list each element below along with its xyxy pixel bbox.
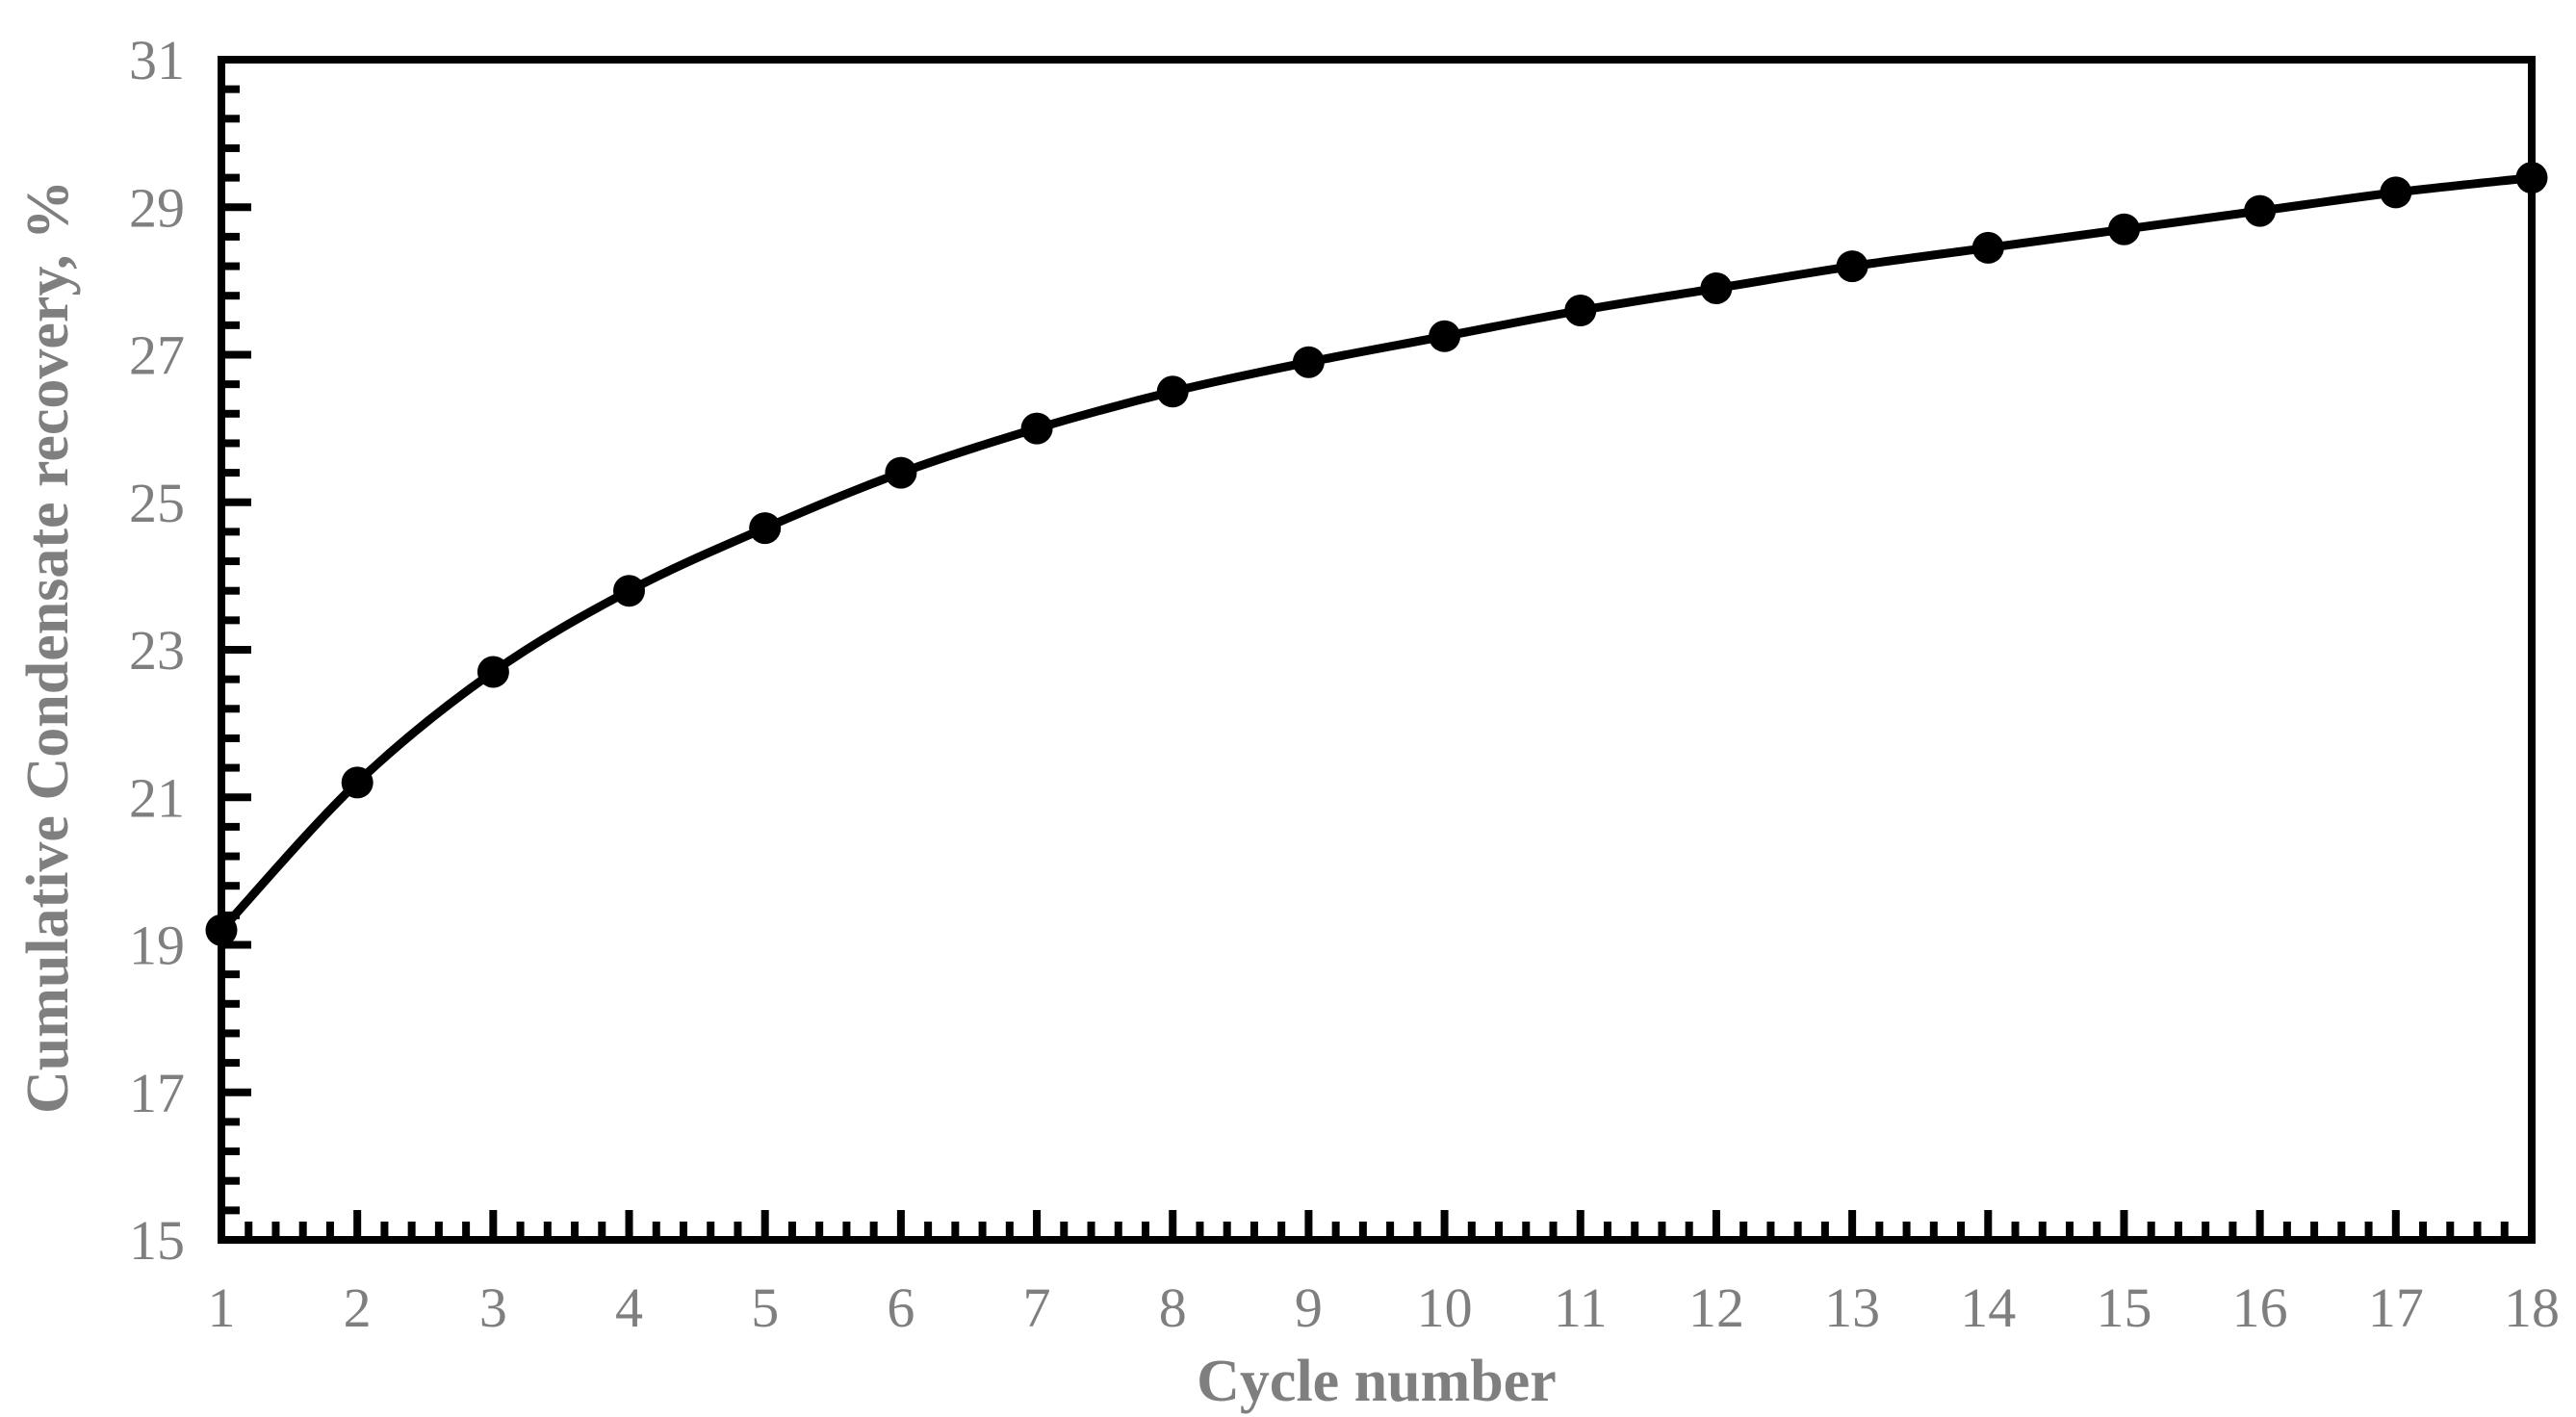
axis-tick-labels-layer: 1 2 3 4 5 6 7 8 9 10 11 12 13 14 15 16 17 181517192123252… bbox=[129, 29, 2560, 1339]
y-axis-tick-label: 15 bbox=[129, 1209, 185, 1272]
y-axis-tick-label: 25 bbox=[129, 472, 185, 534]
data-point-marker bbox=[477, 656, 509, 688]
x-axis-tick-label: 7 bbox=[1023, 1276, 1051, 1339]
plot-area-border bbox=[218, 56, 2536, 1244]
data-point-marker bbox=[1564, 295, 1597, 326]
series-line bbox=[217, 173, 2537, 935]
x-axis-tick-label: 17 bbox=[2368, 1276, 2424, 1339]
data-point-marker bbox=[613, 575, 645, 607]
y-axis-tick-label: 31 bbox=[129, 29, 185, 91]
data-point-marker bbox=[2108, 213, 2140, 245]
data-point-marker bbox=[1429, 320, 1461, 352]
data-point-marker bbox=[205, 914, 238, 946]
x-axis-tick-label: 13 bbox=[1824, 1276, 1880, 1339]
x-axis-tick-label: 18 bbox=[2504, 1276, 2560, 1339]
data-point-marker bbox=[2515, 162, 2548, 194]
x-axis-tick-label: 16 bbox=[2232, 1276, 2288, 1339]
data-point-marker bbox=[1836, 250, 1868, 283]
y-axis-tick-label: 23 bbox=[129, 619, 185, 682]
x-axis-tick-label: 11 bbox=[1554, 1276, 1608, 1339]
x-axis-tick-label: 3 bbox=[479, 1276, 507, 1339]
x-axis-tick-label: 4 bbox=[615, 1276, 643, 1339]
y-axis-tick-label: 27 bbox=[129, 324, 185, 387]
x-axis-tick-label: 1 bbox=[208, 1276, 236, 1339]
data-series-layer bbox=[205, 162, 2548, 946]
y-axis-title: Cumulative Condensate recovery, % bbox=[15, 180, 81, 1114]
x-axis-tick-label: 12 bbox=[1688, 1276, 1744, 1339]
data-point-marker bbox=[885, 456, 917, 489]
axis-ticks-layer bbox=[218, 56, 2536, 1244]
x-axis-tick-label: 6 bbox=[887, 1276, 914, 1339]
data-point-marker bbox=[2380, 176, 2412, 209]
data-point-marker bbox=[1020, 412, 1053, 445]
data-point-marker bbox=[1156, 375, 1189, 408]
y-axis-tick-label: 21 bbox=[129, 766, 185, 829]
y-axis-tick-label: 19 bbox=[129, 915, 185, 977]
data-point-marker bbox=[1971, 231, 2004, 264]
x-axis-title: Cycle number bbox=[1197, 1349, 1557, 1414]
x-axis-tick-label: 2 bbox=[344, 1276, 372, 1339]
x-axis-tick-label: 15 bbox=[2096, 1276, 2151, 1339]
x-axis-tick-label: 14 bbox=[1960, 1276, 2016, 1339]
data-point-marker bbox=[1700, 272, 1733, 304]
y-axis-tick-label: 17 bbox=[129, 1062, 185, 1124]
x-axis-tick-label: 10 bbox=[1417, 1276, 1473, 1339]
data-point-marker bbox=[2244, 194, 2277, 227]
x-axis-tick-label: 5 bbox=[751, 1276, 779, 1339]
data-point-marker bbox=[1292, 346, 1325, 378]
x-axis-tick-label: 8 bbox=[1159, 1276, 1187, 1339]
x-axis-tick-label: 9 bbox=[1295, 1276, 1323, 1339]
y-axis-tick-label: 29 bbox=[129, 176, 185, 239]
data-point-marker bbox=[341, 766, 374, 799]
data-point-marker bbox=[749, 512, 782, 545]
